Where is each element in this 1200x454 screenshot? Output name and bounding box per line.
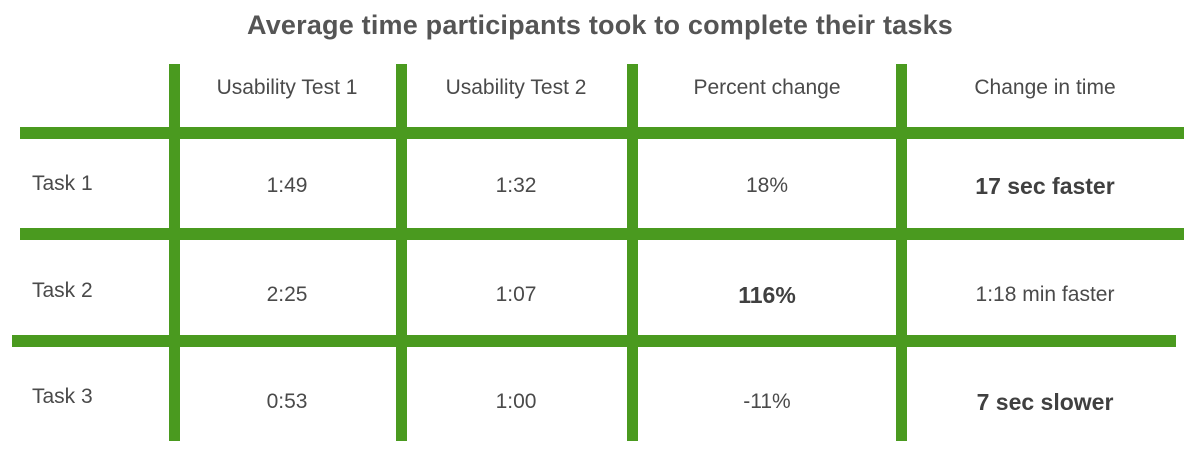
grid-horizontal-line-2 bbox=[20, 228, 1184, 240]
cell-task-2-col-4: 1:18 min faster bbox=[975, 283, 1115, 306]
chart-title: Average time participants took to comple… bbox=[247, 10, 953, 40]
cell-task-3-col-1: 0:53 bbox=[266, 390, 308, 413]
cell-task-2-col-1: 2:25 bbox=[266, 283, 308, 306]
cell-task-1-col-1: 1:49 bbox=[266, 174, 308, 197]
cell-task-2-col-2: 1:07 bbox=[495, 283, 537, 306]
row-label-task-2: Task 2 bbox=[32, 279, 93, 302]
grid-horizontal-line-3 bbox=[12, 335, 1176, 347]
cell-task-1-col-3: 18% bbox=[745, 174, 789, 197]
grid-vertical-line-2 bbox=[396, 64, 407, 441]
column-header-3: Percent change bbox=[693, 76, 841, 99]
cell-task-3-col-4: 7 sec slower bbox=[976, 389, 1114, 415]
cell-task-1-col-2: 1:32 bbox=[495, 174, 537, 197]
column-header-2: Usability Test 2 bbox=[445, 76, 587, 99]
cell-task-1-col-4: 17 sec faster bbox=[975, 173, 1115, 199]
cell-task-3-col-2: 1:00 bbox=[495, 390, 537, 413]
column-header-1: Usability Test 1 bbox=[216, 76, 358, 99]
grid-horizontal-line-1 bbox=[20, 127, 1184, 139]
row-label-task-1: Task 1 bbox=[32, 172, 93, 195]
column-header-4: Change in time bbox=[974, 76, 1116, 99]
cell-task-2-col-3: 116% bbox=[738, 282, 796, 308]
grid-vertical-line-4 bbox=[896, 64, 907, 441]
cell-task-3-col-3: -11% bbox=[743, 390, 791, 413]
grid-vertical-line-1 bbox=[169, 64, 180, 441]
grid-vertical-line-3 bbox=[627, 64, 638, 441]
row-label-task-3: Task 3 bbox=[32, 385, 93, 408]
